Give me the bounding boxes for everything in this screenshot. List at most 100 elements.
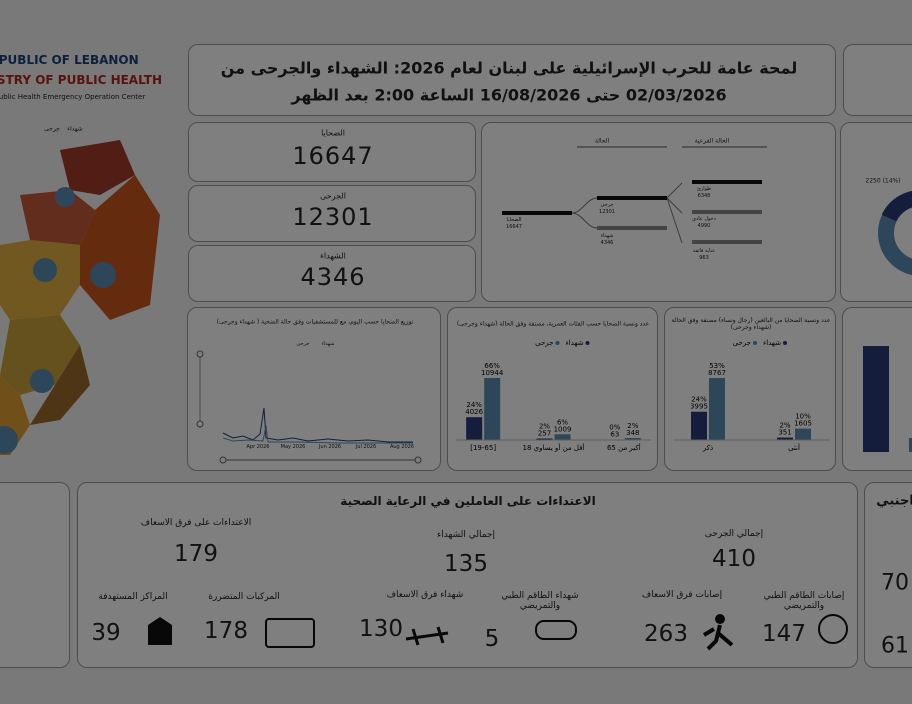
percent-label: 53% <box>709 362 725 370</box>
percent-label: 6% <box>557 418 568 426</box>
line-plot <box>196 350 422 464</box>
daily-chart: توزيع الضحايا حسب اليوم، مع للمستشفيات و… <box>187 307 441 471</box>
x-tick-label: أنثى <box>788 443 800 452</box>
percent-label: 66% <box>484 362 500 370</box>
connector <box>666 182 683 244</box>
value-label: 10944 <box>481 369 504 377</box>
kpi: الجرحى 12301 <box>188 185 476 242</box>
icon <box>265 618 315 648</box>
map-pie <box>55 187 75 207</box>
bar-plot <box>863 346 912 452</box>
section-title: الاعتداءات على العاملين في الرعاية الصحي… <box>340 494 596 508</box>
ministry: MINISTRY OF PUBLIC HEALTH <box>0 73 162 87</box>
node-value: 6348 <box>697 193 711 199</box>
chart-title: توزيع الضحايا حسب اليوم، مع للمستشفيات و… <box>216 318 414 326</box>
node-bar <box>692 210 762 214</box>
tree-header: الحالة <box>594 137 610 145</box>
icon <box>818 614 848 644</box>
node-bar <box>692 240 762 244</box>
x-label: Apr 2026 <box>246 444 270 450</box>
x-tick-label: [19-65] <box>470 444 496 452</box>
bar <box>863 346 889 452</box>
stat-label: إجمالي الجرحى <box>704 529 764 539</box>
value-label: 8767 <box>708 369 726 377</box>
x-label: Jun 2026 <box>318 444 342 450</box>
map-legend: شهداء <box>67 125 83 133</box>
node-value: 4346 <box>600 240 614 246</box>
slider-handle <box>414 456 422 464</box>
node-label: جرحى <box>600 202 614 208</box>
stat-label: المراكز المستهدفة <box>98 592 168 602</box>
donut-box: 2250 (14%) <box>840 122 912 302</box>
stat-label: شهداء فرق الاسعاف <box>386 590 464 600</box>
percent-label: 2% <box>627 422 638 430</box>
partial-chart <box>842 307 912 471</box>
node-bar <box>597 196 667 200</box>
connector <box>571 197 598 229</box>
percent-label: 2% <box>779 422 790 430</box>
legend-entry: جرحى <box>733 339 751 347</box>
map-legend: جرحى <box>44 125 60 133</box>
percent-label: 24% <box>691 396 707 404</box>
stat-value: 135 <box>444 551 488 577</box>
center: Public Health Emergency Operation Center <box>0 93 146 101</box>
kpi-value: 12301 <box>292 203 374 231</box>
node-label: طوارئ <box>696 186 712 192</box>
node-label: شهداء <box>600 233 614 239</box>
title-line: 02/03/2026 حتى 16/08/2026 الساعة 2:00 بع… <box>291 85 727 105</box>
panel-value: 61 <box>881 633 909 659</box>
value-label: 3995 <box>690 403 708 411</box>
x-label: May 2026 <box>280 444 306 450</box>
x-tick-label: أقل من أو يساوي 18 <box>522 443 584 452</box>
value-label: 351 <box>778 429 791 437</box>
kpi-label: الضحايا <box>321 128 345 138</box>
panel-title: اجنبي <box>876 493 912 509</box>
legend-entry: جرحى <box>535 339 553 347</box>
node-label: عناية فائقة <box>692 248 716 254</box>
map <box>0 140 160 455</box>
bar <box>795 428 811 440</box>
kpi-label: الشهداء <box>320 251 346 261</box>
icon <box>535 620 577 640</box>
gender-chart: عدد ونسبة الضحايا من البالغين (رجال ونسا… <box>664 307 836 471</box>
legend-entry: جرحى <box>296 341 310 347</box>
health-workers: الاعتداءات على العاملين في الرعاية الصحي… <box>77 482 858 668</box>
percent-label: 10% <box>795 413 811 421</box>
legend-entry: شهداء <box>321 341 335 347</box>
title-line: لمحة عامة للحرب الإسرائيلية على لبنان لع… <box>220 58 798 78</box>
stat-label: إصابات فرق الاسعاف <box>641 590 723 600</box>
node-value: 12301 <box>599 209 615 215</box>
legend-entry: شهداء <box>763 339 781 347</box>
kpi-value: 16647 <box>292 142 374 170</box>
stat-label: الاعتداءات على فرق الاسعاف <box>140 518 252 528</box>
node-label: الضحايا <box>506 217 522 223</box>
percent-label: 24% <box>466 401 482 409</box>
bar <box>466 417 483 440</box>
icon <box>148 617 172 645</box>
stat-value: 410 <box>712 546 756 572</box>
x-label: Aug 2026 <box>389 444 415 450</box>
node-value: 16647 <box>506 224 522 230</box>
percent-label: 2% <box>539 423 550 431</box>
tree-header: الحالة الفرعية <box>694 137 730 145</box>
node-bar <box>502 211 572 215</box>
title-box: لمحة عامة للحرب الإسرائيلية على لبنان لع… <box>188 44 836 116</box>
panel-value: 70 <box>881 570 909 596</box>
node-label: دخول عادي <box>692 216 716 222</box>
chart-title: عدد ونسبة الضحايا من البالغين (رجال ونسا… <box>671 317 831 331</box>
x-tick-label: أكبر من 65 <box>607 443 641 452</box>
map-pie <box>30 369 54 393</box>
map-pie <box>90 262 116 288</box>
node-bar <box>597 226 667 230</box>
country: REPUBLIC OF LEBANON <box>0 53 139 67</box>
series-line <box>222 407 413 443</box>
kpi: الضحايا 16647 <box>188 122 476 182</box>
kpi-value: 4346 <box>300 263 366 291</box>
decomposition-tree: الحالة الحالة الفرعية الضحايا 16647 جرحى… <box>481 122 836 302</box>
legend-swatch <box>585 341 590 345</box>
tree-lines <box>502 146 767 244</box>
value-label: 63 <box>610 431 619 439</box>
value-label: 257 <box>538 430 551 438</box>
